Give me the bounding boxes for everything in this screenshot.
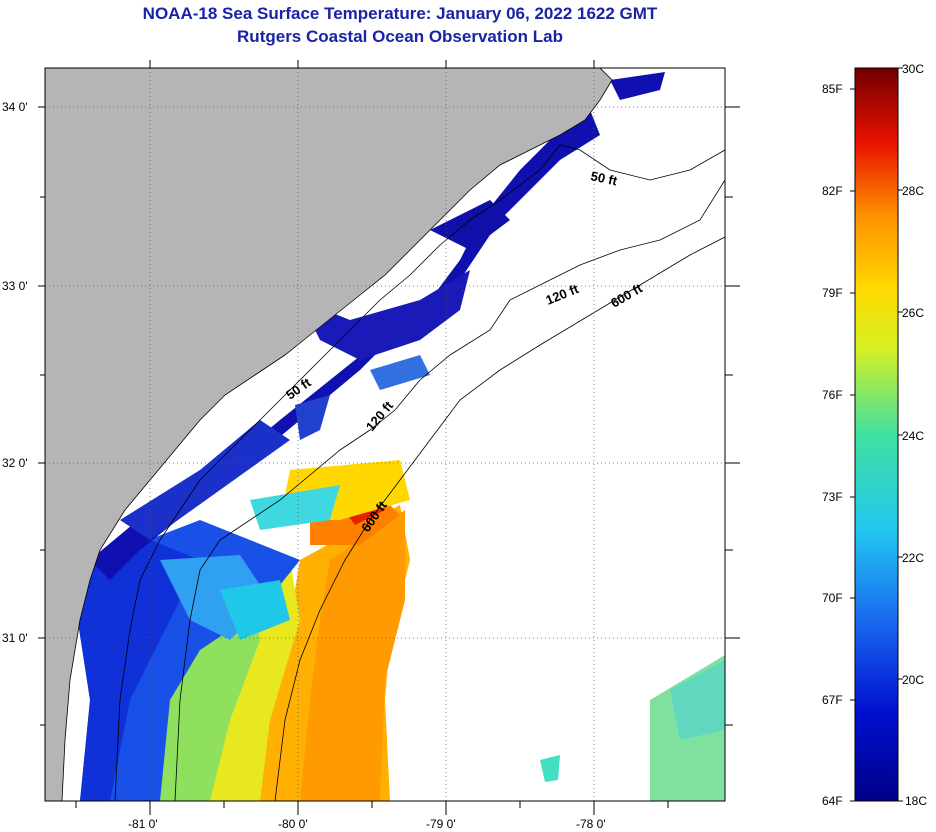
colorbar xyxy=(854,67,899,802)
lon-label-80: -80 0' xyxy=(278,817,308,831)
lat-label-33: 33 0' xyxy=(2,279,28,293)
map-frame xyxy=(44,67,726,802)
map-title: NOAA-18 Sea Surface Temperature: January… xyxy=(142,4,658,23)
colorbar-c-label: 28C xyxy=(902,184,924,198)
lat-label-31: 31 0' xyxy=(2,631,28,645)
colorbar-f-label: 73F xyxy=(822,490,843,504)
colorbar-f-label: 76F xyxy=(822,388,843,402)
colorbar-c-label: 30C xyxy=(902,62,924,76)
land-mass xyxy=(45,68,613,801)
colorbar-f-label: 79F xyxy=(822,286,843,300)
lon-label-79: -79 0' xyxy=(426,817,456,831)
colorbar-c-label: 22C xyxy=(902,551,924,565)
colorbar-c-label: 18C xyxy=(905,794,927,808)
colorbar-f-label: 85F xyxy=(822,82,843,96)
colorbar-f-label: 82F xyxy=(822,184,843,198)
colorbar-f-label: 67F xyxy=(822,693,843,707)
colorbar-f-label: 64F xyxy=(822,794,843,808)
depth-label: 50 ft xyxy=(589,168,619,188)
colorbar-ticks xyxy=(850,67,903,802)
sst-imagery xyxy=(62,72,725,801)
colorbar-c-label: 24C xyxy=(902,429,924,443)
colorbar-c-label: 20C xyxy=(902,673,924,687)
axis-ticks xyxy=(38,60,740,815)
lon-label-81: -81 0' xyxy=(128,817,158,831)
lat-label-34: 34 0' xyxy=(2,100,28,114)
lon-label-78: -78 0' xyxy=(576,817,606,831)
colorbar-f-label: 70F xyxy=(822,591,843,605)
lat-lon-grid xyxy=(45,68,725,801)
map-subtitle: Rutgers Coastal Ocean Observation Lab xyxy=(237,27,563,46)
colorbar-c-label: 26C xyxy=(902,306,924,320)
depth-contours xyxy=(114,144,725,801)
lat-label-32: 32 0' xyxy=(2,456,28,470)
